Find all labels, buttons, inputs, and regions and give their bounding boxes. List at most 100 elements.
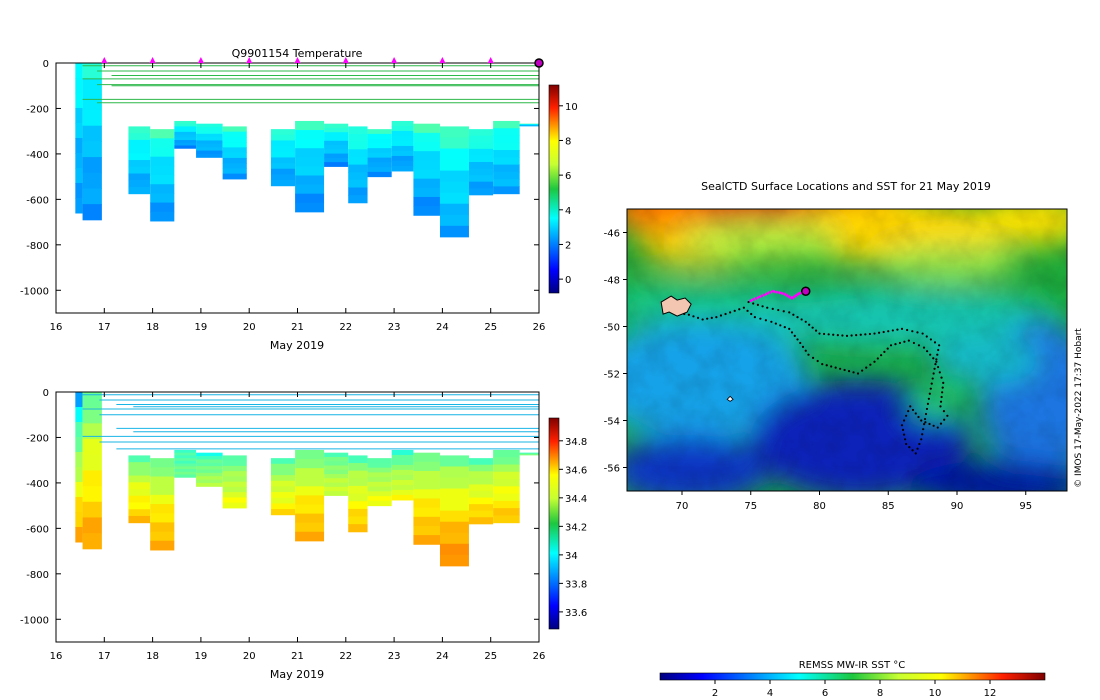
- colorbar-tick-label: 33.8: [565, 579, 587, 590]
- profile-cell: [75, 108, 83, 124]
- track-point: [873, 360, 876, 363]
- profile-cell: [413, 151, 440, 161]
- track-point: [811, 356, 815, 359]
- profile-cell: [150, 458, 175, 468]
- x-tick-label: 17: [98, 322, 111, 333]
- profile-cell: [348, 463, 368, 472]
- profile-cell: [75, 138, 83, 154]
- x-tick-label: 20: [243, 322, 256, 333]
- profile-cell: [468, 188, 494, 196]
- track-point: [931, 377, 934, 380]
- profile-cell: [150, 202, 175, 213]
- track-point: [764, 319, 767, 322]
- track-point: [692, 315, 695, 318]
- sst-colorbar-label: REMSS MW-IR SST °C: [799, 660, 906, 671]
- track-point: [923, 423, 926, 426]
- track-point: [939, 400, 943, 403]
- track-point: [905, 442, 908, 446]
- profile-cell: [82, 125, 102, 142]
- profile-cell: [270, 168, 296, 175]
- profile-cell: [367, 477, 392, 483]
- profile-cell: [222, 455, 247, 462]
- profile-cell: [196, 150, 223, 155]
- track-point: [912, 341, 916, 345]
- track-point: [869, 363, 872, 366]
- track-point: [939, 405, 942, 408]
- sst-colorbar-tick-label: 8: [877, 688, 883, 699]
- track-point: [804, 320, 807, 323]
- track-point: [696, 316, 700, 319]
- track-point: [761, 305, 764, 308]
- profile-cell: [75, 407, 83, 423]
- track-point: [943, 418, 946, 421]
- profile-cell: [295, 477, 325, 487]
- lat-tick-label: -56: [604, 464, 620, 475]
- salinity-colorbar-ticks: 33.6 33.8 34 34.2 34.4 34.6 34.8: [559, 437, 587, 619]
- track-point: [880, 354, 883, 357]
- profile-marker: [294, 57, 301, 63]
- x-tick-label: 24: [436, 322, 449, 333]
- profile-cell: [493, 515, 520, 524]
- profile-cell: [270, 146, 296, 153]
- profile-cell: [295, 449, 325, 460]
- profile-cell: [75, 198, 83, 214]
- colorbar-tick-label: 34.2: [565, 522, 587, 533]
- track-point: [766, 306, 769, 309]
- temperature-xlabel: May 2019: [270, 339, 324, 352]
- profile-cell: [439, 181, 469, 194]
- profile-cell: [174, 460, 197, 465]
- profile-cell: [222, 476, 247, 483]
- salinity-panel: 0 -200 -400 -600 -800 -1000 16 17 18 19 20 21 22 23 24…: [20, 388, 587, 681]
- y-tick-label: -200: [26, 433, 49, 444]
- profile-cell: [270, 469, 296, 476]
- track-point: [719, 314, 723, 317]
- profile-cell: [439, 466, 469, 478]
- track-point: [911, 330, 914, 333]
- profile-cell: [150, 165, 175, 176]
- profile-cell: [222, 142, 247, 148]
- track-point: [752, 302, 755, 305]
- lon-tick-label: 90: [951, 501, 964, 512]
- track-point: [946, 414, 949, 417]
- profile-cell: [150, 129, 175, 139]
- profile-cell: [413, 516, 440, 527]
- profile-cell: [75, 93, 83, 109]
- track-point: [876, 357, 879, 360]
- profile-cell: [128, 468, 151, 477]
- profile-cell: [82, 533, 102, 550]
- lon-tick-label: 95: [1019, 501, 1032, 512]
- x-tick-label: 25: [484, 651, 497, 662]
- sst-colorbar-tick-label: 10: [929, 688, 942, 699]
- track-point: [788, 311, 791, 314]
- profile-cell: [128, 166, 151, 174]
- track-point: [891, 329, 894, 332]
- profile-cell: [128, 126, 151, 134]
- track-point: [782, 310, 785, 313]
- salinity-axes: 0 -200 -400 -600 -800 -1000 16 17 18 19 20 21 22 23 24…: [20, 388, 545, 662]
- profile-cell: [295, 468, 325, 478]
- profile-cell: [295, 531, 325, 542]
- profile-cell: [295, 513, 325, 524]
- profile-cell: [413, 187, 440, 198]
- lon-tick-label: 80: [813, 501, 826, 512]
- profile-cell: [367, 491, 392, 497]
- sst-field: [627, 209, 1067, 491]
- track-point: [852, 371, 855, 374]
- profile-cell: [82, 501, 102, 518]
- profile-cell: [348, 164, 368, 173]
- profile-cell: [75, 63, 83, 79]
- profile-cell: [196, 137, 223, 141]
- track-point: [933, 341, 937, 344]
- profile-cell: [413, 471, 440, 481]
- profile-cell: [348, 141, 368, 150]
- recent-track-point: [760, 294, 764, 298]
- profile-cell: [324, 491, 349, 496]
- profile-cell: [413, 169, 440, 180]
- map-panel: SealCTD Surface Locations and SST for 21…: [604, 180, 1084, 699]
- profile-cell: [324, 145, 349, 150]
- track-point: [941, 386, 944, 389]
- track-point: [856, 372, 860, 375]
- track-point: [792, 313, 795, 316]
- profile-cell: [367, 500, 392, 507]
- recent-track-point: [774, 290, 777, 294]
